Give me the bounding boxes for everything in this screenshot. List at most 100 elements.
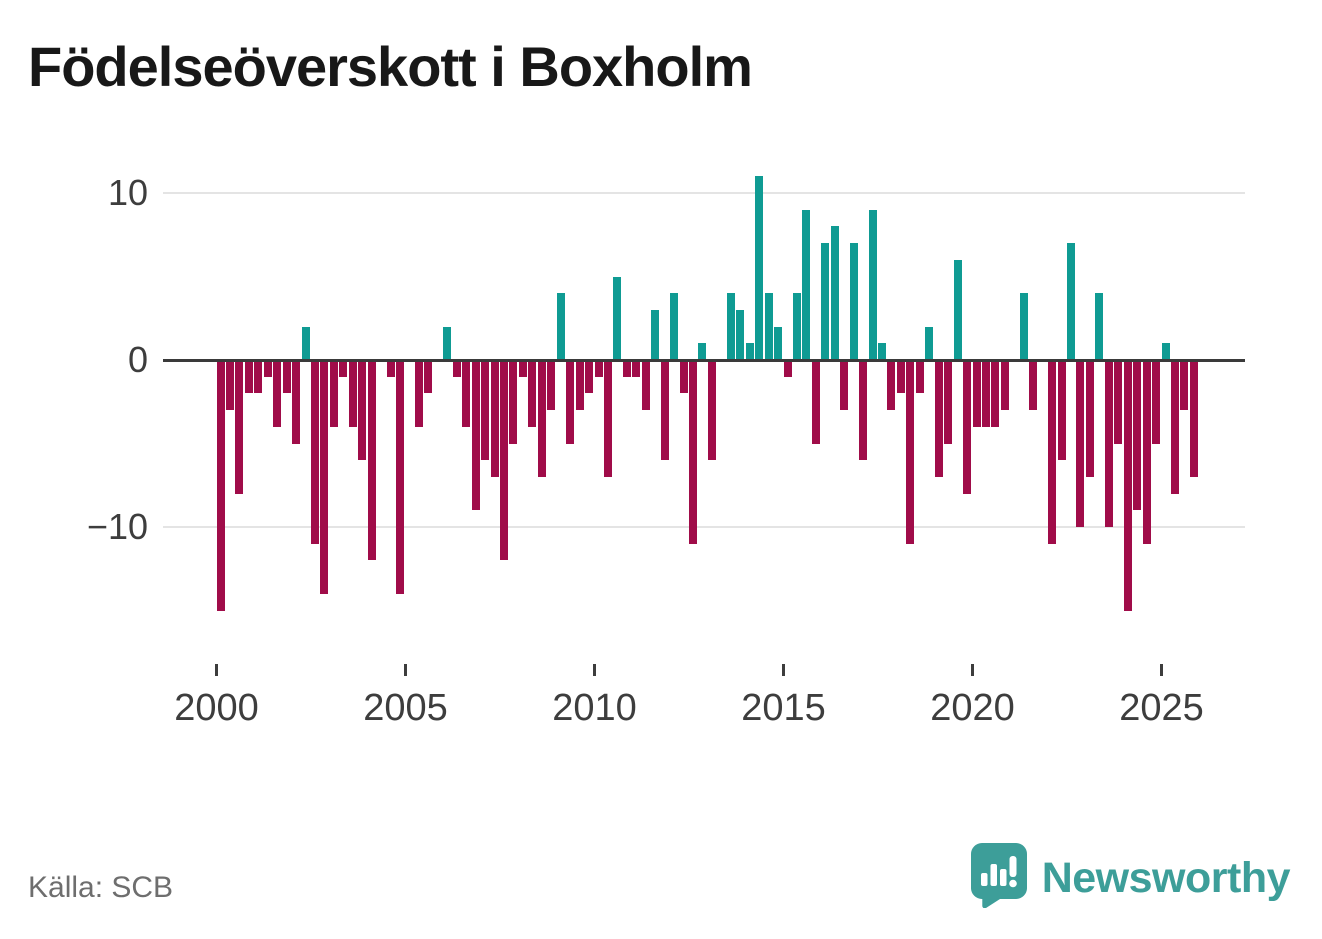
bar-2011-Q4: [660, 360, 669, 461]
bar-2024-Q3: [1142, 360, 1151, 544]
bar-2019-Q4: [963, 360, 972, 494]
bar-2022-Q1: [1048, 360, 1057, 544]
bar-2019-Q1: [934, 360, 943, 477]
bar-2008-Q3: [537, 360, 546, 477]
bar-2011-Q1: [632, 360, 641, 377]
bar-2014-Q1: [745, 343, 754, 360]
newsworthy-branding: Newsworthy: [970, 842, 1291, 913]
bar-2000-Q4: [244, 360, 253, 394]
x-tick-2000: [215, 664, 218, 676]
bar-2003-Q1: [329, 360, 338, 427]
bar-2002-Q2: [301, 326, 310, 360]
bar-2013-Q1: [707, 360, 716, 461]
bar-2018-Q4: [925, 326, 934, 360]
bar-2020-Q1: [972, 360, 981, 427]
bar-2020-Q2: [981, 360, 990, 427]
bar-2022-Q2: [1057, 360, 1066, 461]
bar-2012-Q3: [689, 360, 697, 544]
bar-2025-Q3: [1180, 360, 1189, 411]
bar-2005-Q3: [424, 360, 433, 394]
bar-2017-Q3: [878, 343, 886, 360]
bar-2015-Q1: [783, 360, 792, 377]
bar-2024-Q4: [1152, 360, 1161, 444]
x-axis-label-2025: 2025: [1119, 687, 1204, 729]
newsworthy-wordmark: Newsworthy: [1041, 853, 1291, 902]
x-tick-2015: [782, 664, 785, 676]
x-axis-label-2000: 2000: [174, 687, 259, 729]
bar-2001-Q1: [254, 360, 263, 394]
bar-2009-Q2: [566, 360, 575, 444]
source-caption: Källa: SCB: [28, 871, 174, 904]
bar-2016-Q2: [830, 226, 839, 360]
bar-2000-Q3: [235, 360, 244, 494]
bar-2014-Q2: [755, 176, 764, 360]
x-axis-zero-line: [163, 358, 1245, 362]
bar-2023-Q4: [1114, 360, 1123, 444]
bar-2008-Q1: [518, 360, 527, 377]
bar-2017-Q1: [859, 360, 868, 461]
x-axis-label-2005: 2005: [363, 687, 448, 729]
bar-2009-Q1: [556, 293, 565, 360]
bar-2023-Q2: [1095, 293, 1104, 360]
y-axis-label-0: 0: [127, 339, 148, 380]
bar-2021-Q3: [1029, 360, 1038, 411]
bar-2002-Q3: [311, 360, 319, 544]
bar-2017-Q4: [887, 360, 896, 411]
bar-2006-Q3: [462, 360, 471, 427]
bar-2013-Q3: [726, 293, 735, 360]
bar-2015-Q4: [811, 360, 820, 444]
bar-2002-Q4: [320, 360, 329, 594]
x-axis-label-2015: 2015: [741, 687, 826, 729]
bar-2012-Q4: [698, 343, 707, 360]
bar-2017-Q2: [868, 209, 877, 360]
bar-2019-Q3: [953, 259, 962, 360]
bar-2010-Q3: [613, 276, 622, 360]
bar-2021-Q2: [1019, 293, 1028, 360]
bar-2004-Q3: [386, 360, 395, 377]
bar-2004-Q4: [396, 360, 405, 594]
bar-2011-Q2: [641, 360, 650, 411]
bar-2022-Q3: [1067, 243, 1075, 360]
bar-2008-Q4: [547, 360, 556, 411]
bar-2025-Q2: [1170, 360, 1179, 494]
x-tick-2005: [404, 664, 407, 676]
bar-2011-Q3: [651, 309, 660, 360]
bar-2001-Q2: [263, 360, 272, 377]
bar-2003-Q4: [358, 360, 367, 461]
bar-2007-Q4: [509, 360, 518, 444]
bar-2010-Q1: [594, 360, 603, 377]
gridline-y10: [163, 192, 1245, 194]
bar-2018-Q2: [906, 360, 915, 544]
bar-2020-Q3: [991, 360, 1000, 427]
x-tick-2010: [593, 664, 596, 676]
bar-2012-Q1: [670, 293, 679, 360]
bar-2009-Q3: [575, 360, 584, 411]
bar-2001-Q4: [282, 360, 291, 394]
bar-2016-Q4: [849, 243, 858, 360]
bar-2000-Q2: [225, 360, 234, 411]
bar-2016-Q3: [840, 360, 849, 411]
x-tick-2025: [1160, 664, 1163, 676]
bar-2016-Q1: [821, 243, 830, 360]
bar-2015-Q3: [802, 209, 811, 360]
newsworthy-logo-icon: [970, 842, 1028, 913]
bar-2023-Q3: [1104, 360, 1113, 527]
bar-2014-Q4: [774, 326, 783, 360]
bar-2003-Q2: [339, 360, 348, 377]
bar-2010-Q2: [603, 360, 612, 477]
chart-title: Födelseöverskott i Boxholm: [28, 35, 753, 98]
bar-2001-Q3: [273, 360, 282, 427]
bar-2025-Q4: [1189, 360, 1198, 477]
x-axis-label-2020: 2020: [930, 687, 1015, 729]
bar-2025-Q1: [1161, 343, 1170, 360]
bar-2009-Q4: [585, 360, 594, 394]
bar-2002-Q1: [292, 360, 301, 444]
bar-2012-Q2: [679, 360, 688, 394]
bar-2019-Q2: [944, 360, 953, 444]
bar-2005-Q2: [414, 360, 423, 427]
bar-2000-Q1: [216, 360, 225, 611]
bar-2003-Q3: [348, 360, 357, 427]
y-axis-label-10: 10: [107, 172, 148, 213]
bar-2008-Q2: [528, 360, 537, 427]
